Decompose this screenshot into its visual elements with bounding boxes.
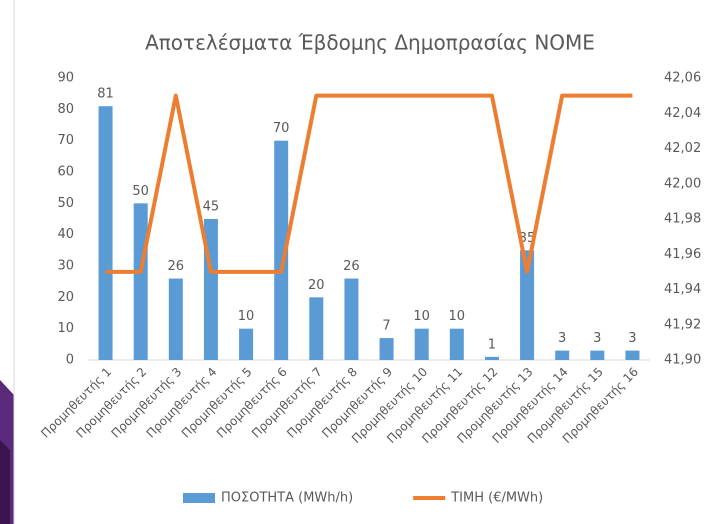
y2-tick-label: 41,96	[664, 247, 701, 262]
y-tick-label: 70	[57, 133, 74, 148]
legend-swatch	[183, 493, 215, 503]
bar	[309, 297, 324, 360]
data-label: 3	[558, 331, 566, 346]
bar	[239, 328, 254, 360]
y-tick-label: 0	[66, 353, 74, 368]
data-label: 10	[449, 309, 466, 324]
y2-tick-label: 42,04	[664, 106, 701, 121]
bar	[625, 350, 640, 360]
y2-tick-label: 42,00	[664, 176, 701, 191]
bar	[414, 328, 429, 360]
data-label: 10	[238, 309, 255, 324]
y-tick-label: 80	[57, 102, 74, 117]
bar	[379, 338, 394, 360]
data-label: 50	[132, 184, 149, 199]
data-label: 70	[273, 121, 290, 136]
line	[105, 93, 633, 274]
y2-tick-label: 41,94	[664, 282, 701, 297]
y-tick-label: 60	[57, 165, 74, 180]
slide-decoration	[0, 440, 10, 524]
data-label: 26	[168, 259, 185, 274]
bar	[449, 328, 464, 360]
bar	[344, 278, 359, 360]
legend-label: ΤΙΜΗ (€/MWh)	[450, 491, 543, 506]
y-tick-label: 40	[57, 227, 74, 242]
data-label: 7	[382, 319, 390, 334]
y2-tick-label: 42,02	[664, 141, 701, 156]
bar	[168, 278, 183, 360]
y-tick-label: 20	[57, 290, 74, 305]
data-label: 81	[97, 87, 114, 102]
bar	[590, 350, 605, 360]
bar	[98, 106, 113, 360]
y-tick-label: 50	[57, 196, 74, 211]
bar	[133, 203, 148, 360]
chart-title: Αποτελέσματα Έβδομης Δημοπρασίας ΝΟΜΕ	[145, 31, 595, 55]
data-label: 45	[203, 200, 220, 215]
data-label: 20	[308, 278, 325, 293]
y-tick-label: 90	[57, 71, 74, 86]
y2-tick-label: 42,06	[664, 71, 701, 86]
legend-label: ΠΟΣΟΤΗΤΑ (MWh/h)	[221, 491, 353, 506]
y-tick-label: 30	[57, 259, 74, 274]
data-label: 1	[488, 337, 496, 352]
bar	[274, 140, 289, 360]
bar	[520, 250, 535, 360]
data-label: 26	[343, 259, 360, 274]
data-label: 3	[628, 331, 636, 346]
y2-tick-label: 41,92	[664, 317, 701, 332]
y-tick-label: 10	[57, 321, 74, 336]
bar	[555, 350, 570, 360]
y2-tick-label: 41,90	[664, 353, 701, 368]
data-label: 10	[413, 309, 430, 324]
y2-tick-label: 41,98	[664, 212, 701, 227]
bar	[484, 356, 499, 360]
data-label: 3	[593, 331, 601, 346]
